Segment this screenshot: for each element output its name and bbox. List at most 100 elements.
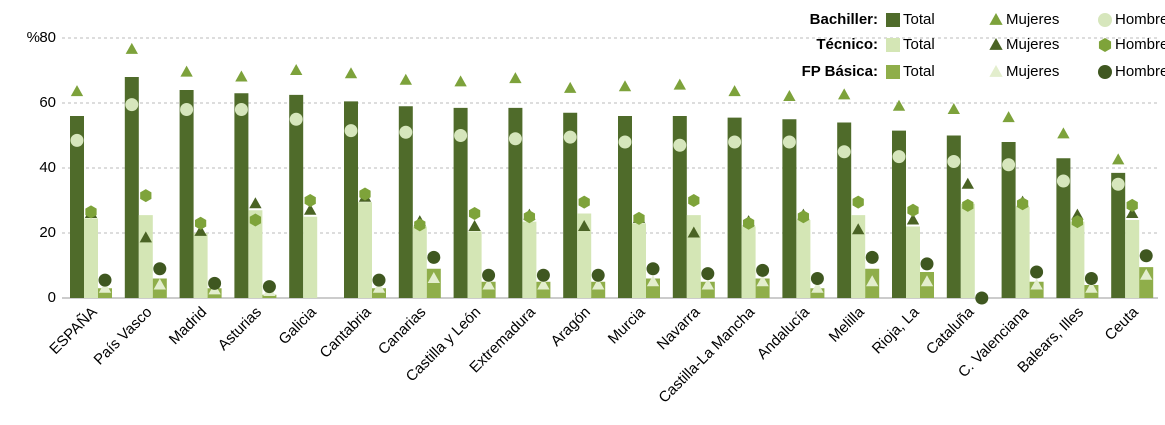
circle-marker [673, 138, 687, 152]
legend-swatch [989, 38, 1003, 50]
x-tick-label: Canarias [375, 304, 429, 358]
bar [1015, 207, 1030, 298]
legend-swatch [1098, 13, 1112, 27]
y-tick-label: 40 [39, 159, 56, 176]
bar [782, 119, 797, 298]
circle-marker [810, 272, 824, 285]
hexagon-marker [633, 211, 645, 225]
circle-marker [1084, 272, 1098, 285]
triangle-marker [811, 281, 824, 293]
triangle-marker [70, 85, 84, 97]
bar [577, 213, 592, 298]
bar [138, 215, 153, 298]
triangle-marker [687, 226, 700, 238]
triangle-marker [468, 220, 481, 232]
triangle-marker [1057, 127, 1070, 139]
y-tick-label: 0 [48, 289, 56, 306]
circle-marker [865, 250, 879, 264]
bar [193, 233, 208, 298]
bar [358, 202, 372, 298]
x-tick-label: Aragón [548, 304, 594, 350]
legend-swatch [886, 13, 900, 27]
bar [344, 101, 358, 298]
legend-label: Total [903, 11, 935, 28]
legend-label: Hombres [1115, 11, 1165, 28]
bar [727, 117, 742, 298]
triangle-marker [399, 73, 412, 85]
bar [960, 203, 975, 298]
circle-marker [344, 124, 358, 138]
circle-marker [125, 98, 139, 112]
x-tick-label: Galicia [275, 303, 320, 348]
legend-group-label: Técnico: [816, 36, 878, 53]
triangle-marker [646, 275, 660, 287]
triangle-marker [249, 197, 262, 209]
x-tick-label: Cataluña [923, 303, 978, 358]
circle-marker [920, 257, 934, 271]
hexagon-marker [688, 194, 700, 207]
circle-marker [208, 276, 222, 290]
circle-marker [591, 268, 605, 282]
bar [289, 94, 304, 298]
circle-marker [1030, 265, 1044, 279]
circle-marker [728, 135, 742, 149]
x-tick-label: Melilla [826, 303, 869, 346]
y-tick-label: 20 [39, 224, 56, 241]
triangle-marker [1140, 268, 1153, 280]
triangle-marker [961, 177, 974, 189]
circle-marker [892, 150, 906, 164]
triangle-marker [838, 88, 851, 100]
x-tick-label: Ceuta [1102, 303, 1143, 344]
hexagon-marker [742, 216, 755, 230]
hexagon-marker [414, 218, 426, 232]
triangle-marker [1085, 281, 1098, 293]
triangle-marker [344, 67, 358, 79]
triangle-marker [852, 223, 865, 235]
triangle-marker [1126, 207, 1139, 219]
triangle-marker [304, 203, 317, 215]
legend-swatch [1098, 65, 1112, 79]
circle-marker [372, 273, 386, 287]
x-tick-label: Navarra [654, 303, 704, 353]
bar [1056, 158, 1071, 298]
legend-swatch [886, 38, 900, 52]
x-tick-label: Madrid [166, 304, 210, 348]
circle-marker [837, 145, 851, 159]
circle-marker [646, 262, 660, 276]
triangle-marker [564, 81, 577, 93]
bar [98, 288, 112, 298]
triangle-marker [153, 278, 166, 290]
y-tick-label: 60 [39, 94, 56, 111]
hexagon-marker [1016, 197, 1029, 211]
circle-marker [180, 103, 194, 116]
triangle-marker [482, 278, 495, 290]
triangle-marker [892, 99, 906, 111]
triangle-marker [125, 42, 138, 54]
bar [508, 107, 523, 298]
legend-label: Mujeres [1006, 36, 1059, 53]
triangle-marker [427, 272, 440, 284]
circle-marker [975, 291, 989, 305]
x-tick-label: ESPAÑA [46, 304, 100, 358]
bar [467, 231, 482, 298]
triangle-marker [1030, 278, 1043, 290]
circle-marker [1111, 177, 1125, 191]
bar [179, 90, 194, 298]
triangle-marker [920, 275, 934, 287]
bar [892, 130, 906, 298]
triangle-marker [290, 64, 303, 76]
triangle-marker [372, 281, 386, 293]
bar [672, 116, 687, 298]
triangle-marker [783, 90, 796, 102]
triangle-marker [180, 65, 193, 77]
x-tick-label: Cantabria [317, 303, 375, 361]
triangle-marker [235, 70, 248, 82]
triangle-marker [509, 72, 522, 84]
circle-marker [482, 268, 496, 282]
bar [618, 116, 632, 298]
bar [1139, 267, 1154, 298]
hexagon-marker [962, 198, 974, 212]
hexagon-marker [797, 210, 810, 224]
hexagon-marker [468, 207, 481, 220]
